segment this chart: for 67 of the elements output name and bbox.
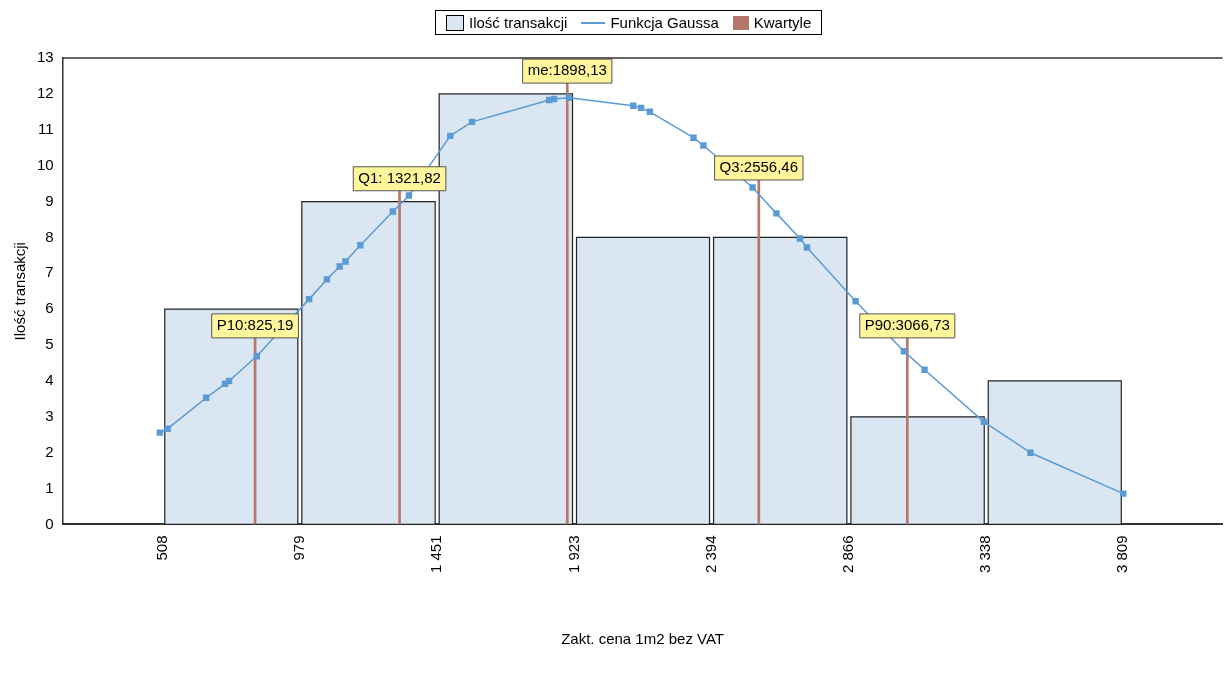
annotation: P90:3066,73 — [864, 316, 950, 334]
legend-label: Kwartyle — [753, 14, 812, 31]
y-tick-label: 3 — [45, 406, 54, 424]
point — [852, 298, 859, 305]
y-tick-label: 5 — [45, 335, 54, 353]
point — [646, 108, 654, 116]
point — [565, 94, 573, 102]
y-tick-label: 7 — [45, 263, 54, 281]
point — [405, 192, 413, 199]
annotation: Q1: 1321,82 — [358, 168, 441, 186]
bar — [905, 337, 909, 525]
x-tick-label: 508 — [152, 535, 170, 561]
y-tick-label: 8 — [45, 227, 54, 245]
point — [336, 263, 343, 270]
bar — [757, 179, 761, 525]
point — [900, 347, 908, 355]
point — [447, 132, 454, 140]
y-tick-label: 1 — [45, 478, 54, 496]
point — [690, 134, 697, 141]
x-tick-label: 2 866 — [839, 535, 857, 574]
y-tick-label: 6 — [45, 299, 54, 317]
point — [164, 425, 171, 432]
y-tick-label: 12 — [37, 84, 54, 102]
point — [389, 208, 397, 215]
annotation: Q3:2556,46 — [719, 158, 799, 176]
legend-label: Ilość transakcji — [469, 14, 568, 31]
x-tick-label: 1 923 — [564, 535, 582, 574]
x-tick-label: 2 394 — [701, 535, 719, 574]
point — [637, 104, 645, 112]
y-axis-title: Ilość transakcji — [11, 242, 29, 341]
y-tick-label: 10 — [37, 155, 54, 173]
y-tick-label: 0 — [45, 514, 54, 532]
point — [305, 295, 313, 303]
x-tick-label: 1 451 — [427, 535, 445, 574]
point — [749, 184, 756, 191]
point — [1027, 449, 1034, 456]
point — [803, 244, 811, 251]
y-tick-label: 9 — [45, 191, 54, 209]
point — [1120, 490, 1127, 497]
x-axis-title: Zakt. cena 1m2 bez VAT — [561, 630, 725, 648]
y-tick-label: 4 — [45, 371, 54, 389]
point — [342, 258, 349, 265]
point — [323, 276, 331, 283]
point — [156, 429, 164, 436]
y-tick-label: 2 — [45, 442, 54, 460]
x-tick-label: 979 — [289, 535, 307, 561]
point — [253, 352, 260, 360]
point — [700, 142, 707, 149]
point — [225, 377, 233, 385]
y-tick-label: 13 — [37, 48, 54, 66]
y-tick-label: 11 — [38, 119, 54, 137]
point — [357, 242, 364, 249]
legend-label: Funkcja Gaussa — [610, 14, 719, 31]
point — [630, 102, 637, 109]
point — [550, 95, 558, 103]
x-tick-label: 3 809 — [1113, 535, 1131, 574]
bar — [398, 190, 401, 525]
point — [202, 394, 210, 402]
point — [773, 210, 780, 217]
bar — [565, 82, 569, 525]
x-tick-label: 3 338 — [976, 535, 994, 574]
point — [468, 118, 476, 126]
annotation: P10:825,19 — [216, 316, 294, 334]
annotation: me:1898,13 — [527, 61, 607, 79]
point — [980, 418, 988, 426]
point — [796, 235, 804, 242]
point — [921, 366, 928, 374]
